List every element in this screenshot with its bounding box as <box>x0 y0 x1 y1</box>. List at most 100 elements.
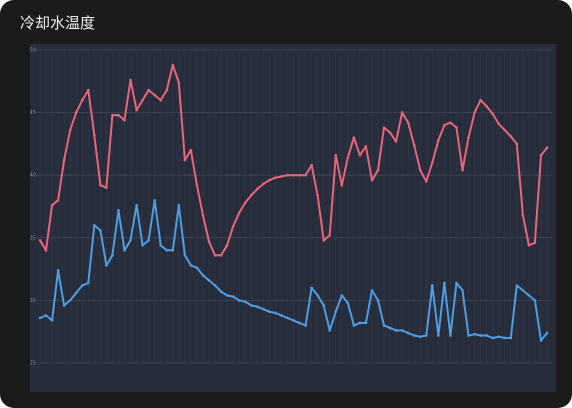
data-point <box>479 98 482 102</box>
data-point <box>388 326 392 330</box>
data-point <box>298 173 301 177</box>
data-point <box>352 136 356 139</box>
data-point <box>412 334 416 337</box>
data-point <box>147 239 150 242</box>
data-point <box>352 324 356 327</box>
data-point <box>406 121 410 124</box>
data-point <box>44 314 48 317</box>
data-point <box>183 254 187 257</box>
data-point <box>219 290 223 293</box>
data-point <box>382 324 386 327</box>
data-point <box>485 105 488 108</box>
data-point <box>177 81 181 84</box>
data-point <box>255 305 259 308</box>
data-point <box>412 143 416 147</box>
data-point <box>539 153 543 157</box>
data-point <box>225 294 229 297</box>
data-point <box>443 281 446 285</box>
data-point <box>491 112 494 116</box>
data-point <box>334 153 338 157</box>
y-tick-label: 45 <box>30 110 36 116</box>
data-point <box>364 145 368 148</box>
data-point <box>153 198 156 202</box>
data-point <box>141 98 144 102</box>
data-point <box>298 321 301 325</box>
data-point <box>231 225 235 228</box>
data-point <box>195 266 199 270</box>
data-point <box>304 324 307 327</box>
data-point <box>123 249 126 252</box>
data-point <box>189 148 193 152</box>
data-point <box>147 88 150 92</box>
data-point <box>123 118 126 122</box>
data-point <box>50 319 54 322</box>
data-point <box>129 78 132 82</box>
data-point <box>213 254 217 257</box>
data-point <box>467 136 470 139</box>
data-point <box>74 111 78 114</box>
data-point <box>80 284 84 287</box>
data-point <box>533 299 537 302</box>
data-point <box>461 168 464 172</box>
data-point <box>86 88 90 92</box>
data-point <box>117 208 120 212</box>
data-point <box>479 334 482 337</box>
data-point <box>424 334 428 337</box>
data-point <box>316 294 319 297</box>
data-point <box>177 203 181 207</box>
data-point <box>449 334 452 337</box>
data-point <box>129 239 132 242</box>
data-point <box>171 63 175 67</box>
data-point <box>539 339 543 342</box>
data-point <box>38 239 42 242</box>
data-point <box>135 203 138 207</box>
data-point <box>292 319 295 322</box>
data-point <box>394 140 398 143</box>
data-point <box>243 201 247 205</box>
data-point <box>135 108 138 112</box>
data-point <box>358 153 362 157</box>
data-point <box>286 316 289 320</box>
data-point <box>99 183 102 187</box>
data-point <box>443 123 446 127</box>
data-point <box>328 329 332 332</box>
data-point <box>340 294 344 297</box>
data-point <box>262 182 265 186</box>
data-point <box>376 168 380 172</box>
data-point <box>280 314 283 317</box>
data-point <box>455 126 458 129</box>
data-point <box>497 122 501 126</box>
data-point <box>509 336 513 340</box>
data-point <box>406 331 410 335</box>
y-tick-label: 40 <box>30 173 36 179</box>
data-point <box>527 294 531 297</box>
data-point <box>153 93 156 97</box>
data-point <box>159 98 163 102</box>
data-point <box>364 321 368 325</box>
data-point <box>286 173 289 177</box>
data-point <box>370 178 374 182</box>
data-point <box>56 269 60 272</box>
data-point <box>280 175 283 178</box>
data-point <box>382 126 386 129</box>
data-point <box>99 228 102 232</box>
data-point <box>165 249 169 252</box>
data-point <box>237 211 241 215</box>
data-point <box>274 176 277 180</box>
data-point <box>249 304 253 307</box>
data-point <box>310 286 313 290</box>
data-point <box>213 284 217 287</box>
data-point <box>322 304 325 307</box>
data-point <box>304 173 307 177</box>
y-tick-label: 25 <box>30 361 36 367</box>
data-point <box>201 213 205 217</box>
data-point <box>334 310 338 313</box>
data-point <box>93 133 96 137</box>
data-point <box>346 156 350 159</box>
data-point <box>262 307 265 311</box>
data-point <box>141 244 144 247</box>
chart-title: 冷却水温度 <box>20 14 96 32</box>
data-point <box>491 336 494 340</box>
data-point <box>159 244 163 247</box>
